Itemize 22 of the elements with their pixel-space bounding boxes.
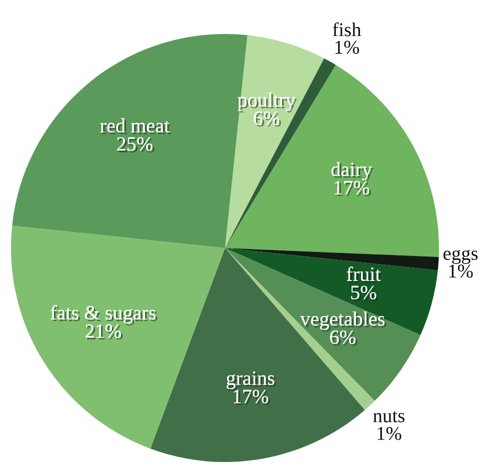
data-label: 6% (254, 111, 281, 127)
data-label: 25% (117, 137, 154, 152)
slice-label: fats & sugars (50, 305, 158, 326)
pie-slice (11, 226, 225, 449)
slice-label: nuts (373, 411, 404, 422)
slice-label: fruit (346, 266, 382, 283)
data-label: 6% (330, 330, 358, 346)
slice-label: vegetables (300, 312, 386, 332)
data-label: 17% (334, 180, 371, 196)
slice-label: dairy (331, 162, 374, 182)
data-label: 17% (234, 390, 270, 406)
pie-slice (225, 35, 324, 248)
slice-label: grains (226, 371, 276, 391)
pie-slice (225, 64, 439, 257)
data-label: 1% (378, 426, 402, 440)
data-label: 21% (86, 324, 123, 340)
data-label: 1% (449, 264, 473, 278)
data-label: 5% (351, 286, 378, 302)
slice-label: eggs (443, 250, 478, 264)
data-label: 1% (335, 40, 360, 54)
slice-label: red meat (100, 118, 172, 134)
slice-label: fish (332, 22, 362, 36)
